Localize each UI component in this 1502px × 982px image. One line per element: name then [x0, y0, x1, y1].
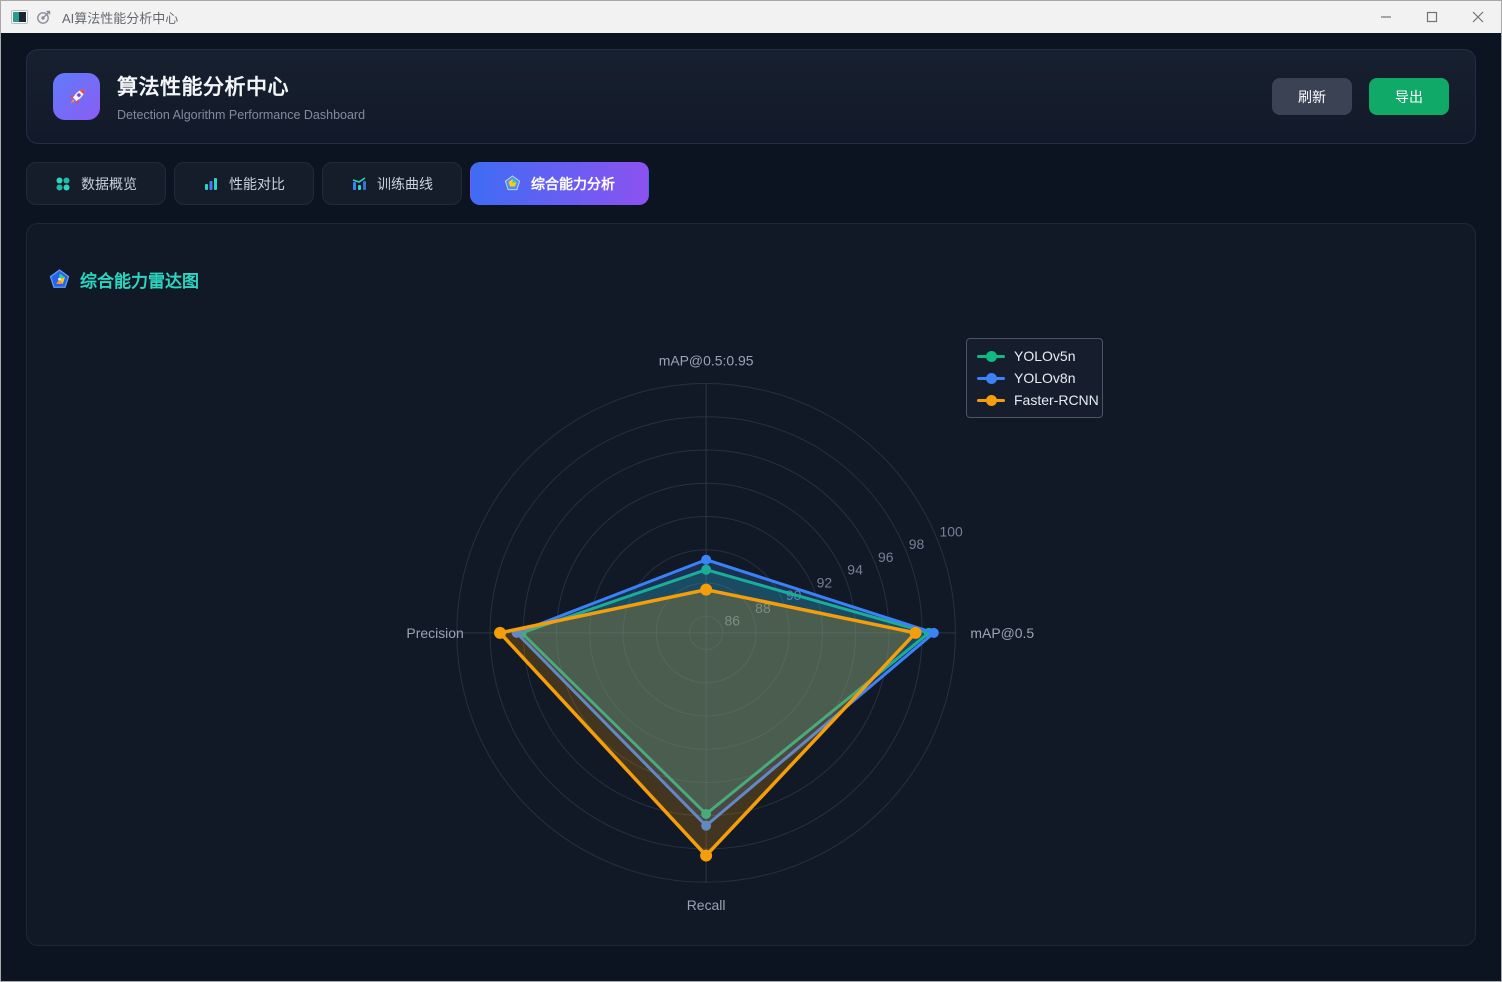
minimize-button[interactable] — [1363, 1, 1409, 33]
header-card: 算法性能分析中心 Detection Algorithm Performance… — [26, 49, 1476, 144]
target-dart-icon — [37, 10, 51, 24]
data-point — [701, 809, 712, 820]
panel-title: 综合能力雷达图 — [80, 272, 199, 291]
legend-label: YOLOv8n — [1014, 370, 1076, 386]
data-point — [494, 626, 507, 639]
legend-marker — [977, 372, 1005, 384]
tab-comprehensive-analysis[interactable]: 综合能力分析 — [470, 162, 649, 205]
app-thumbnail-icon — [11, 10, 28, 24]
window-titlebar: AI算法性能分析中心 — [1, 1, 1501, 33]
bar-chart-icon — [205, 177, 217, 190]
radar-axis-name: Precision — [406, 625, 463, 641]
page-title: 算法性能分析中心 — [117, 76, 289, 99]
data-point — [909, 626, 922, 639]
legend-item-faster-rcnn[interactable]: Faster-RCNN — [977, 390, 1099, 410]
page-subtitle: Detection Algorithm Performance Dashboar… — [117, 108, 366, 122]
radial-tick-label: 100 — [939, 523, 963, 539]
legend-marker — [977, 394, 1005, 406]
dashboard-page: 算法性能分析中心 Detection Algorithm Performance… — [1, 33, 1501, 981]
radial-tick-label: 98 — [909, 536, 925, 552]
radar-chart: 86889092949698100mAP@0.5:0.95mAP@0.5Reca… — [406, 353, 1034, 913]
tab-label: 数据概览 — [81, 175, 137, 192]
radar-axis-name: Recall — [687, 897, 726, 913]
legend-item-yolov5n[interactable]: YOLOv5n — [977, 346, 1092, 366]
tab-label: 性能对比 — [229, 175, 285, 192]
legend-marker — [977, 350, 1005, 362]
close-button[interactable] — [1455, 1, 1501, 33]
tab-performance-compare[interactable]: 性能对比 — [174, 162, 314, 205]
data-point — [701, 554, 712, 565]
rocket-icon — [53, 73, 100, 120]
pentagon-radar-icon — [504, 175, 521, 191]
export-button[interactable]: 导出 — [1369, 78, 1449, 115]
legend-item-yolov8n[interactable]: YOLOv8n — [977, 368, 1092, 388]
data-point — [701, 820, 712, 831]
refresh-button[interactable]: 刷新 — [1272, 78, 1352, 115]
radar-panel: 综合能力雷达图 86 88 90 92 94 96 98 100 mAP@0.5:0.95 mAP… — [26, 223, 1476, 946]
maximize-button[interactable] — [1409, 1, 1455, 33]
data-point — [701, 564, 712, 575]
chart-legend: YOLOv5n YOLOv8n Faster-RCNN — [966, 338, 1103, 418]
line-chart-icon — [352, 176, 366, 190]
data-point — [700, 849, 713, 862]
window-title: AI算法性能分析中心 — [62, 10, 179, 26]
tab-label: 综合能力分析 — [531, 175, 615, 192]
radial-tick-label: 92 — [817, 574, 833, 590]
panel-title-row: 综合能力雷达图 — [49, 267, 199, 292]
tab-bar: 数据概览 性能对比 训练曲线 综合能力分 — [26, 162, 1476, 205]
radial-tick-label: 96 — [878, 549, 894, 565]
data-point — [928, 627, 939, 638]
grid-dots-icon — [56, 177, 70, 190]
radar-axis-name: mAP@0.5 — [970, 625, 1034, 641]
radar-series-Faster-RCNN — [498, 587, 918, 858]
legend-label: YOLOv5n — [1014, 348, 1076, 364]
radial-tick-label: 86 — [724, 613, 740, 629]
radial-tick-label: 94 — [847, 562, 863, 578]
pentagon-chart-icon — [49, 269, 70, 288]
legend-label: Faster-RCNN — [1014, 392, 1099, 408]
tab-data-overview[interactable]: 数据概览 — [26, 162, 166, 205]
tab-training-curves[interactable]: 训练曲线 — [322, 162, 462, 205]
data-point — [700, 583, 713, 596]
tab-label: 训练曲线 — [377, 175, 433, 192]
radar-axis-name: mAP@0.5:0.95 — [659, 353, 754, 369]
